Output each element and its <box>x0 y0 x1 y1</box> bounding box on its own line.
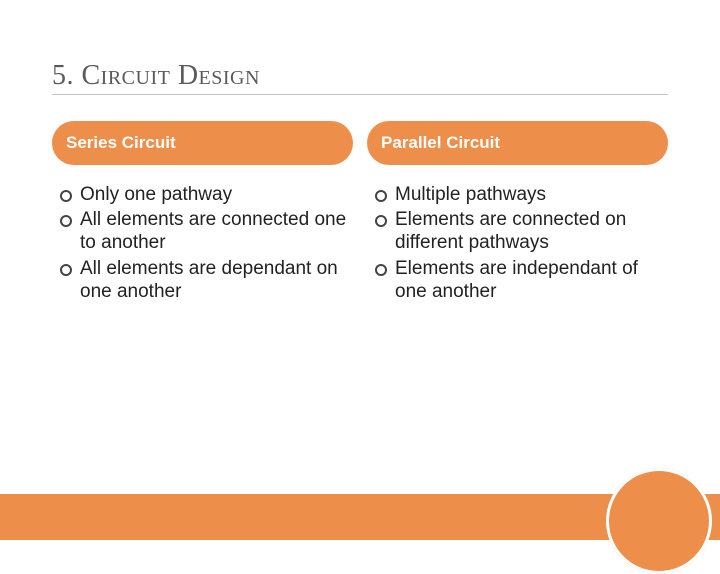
column-left: Series Circuit Only one pathway All elem… <box>52 121 353 305</box>
slide-title: 5. Circuit Design <box>52 60 668 95</box>
list-item: All elements are dependant on one anothe… <box>56 257 349 303</box>
list-item: All elements are connected one to anothe… <box>56 208 349 254</box>
column-right-list: Multiple pathways Elements are connected… <box>367 183 668 305</box>
list-item: Multiple pathways <box>371 183 664 206</box>
column-left-header: Series Circuit <box>52 121 353 165</box>
list-item: Elements are connected on different path… <box>371 208 664 254</box>
column-left-list: Only one pathway All elements are connec… <box>52 183 353 305</box>
column-right: Parallel Circuit Multiple pathways Eleme… <box>367 121 668 305</box>
column-right-header: Parallel Circuit <box>367 121 668 165</box>
corner-accent-circle <box>606 468 712 574</box>
columns-container: Series Circuit Only one pathway All elem… <box>52 121 668 305</box>
list-item: Only one pathway <box>56 183 349 206</box>
slide: 5. Circuit Design Series Circuit Only on… <box>0 0 720 540</box>
list-item: Elements are independant of one another <box>371 257 664 303</box>
